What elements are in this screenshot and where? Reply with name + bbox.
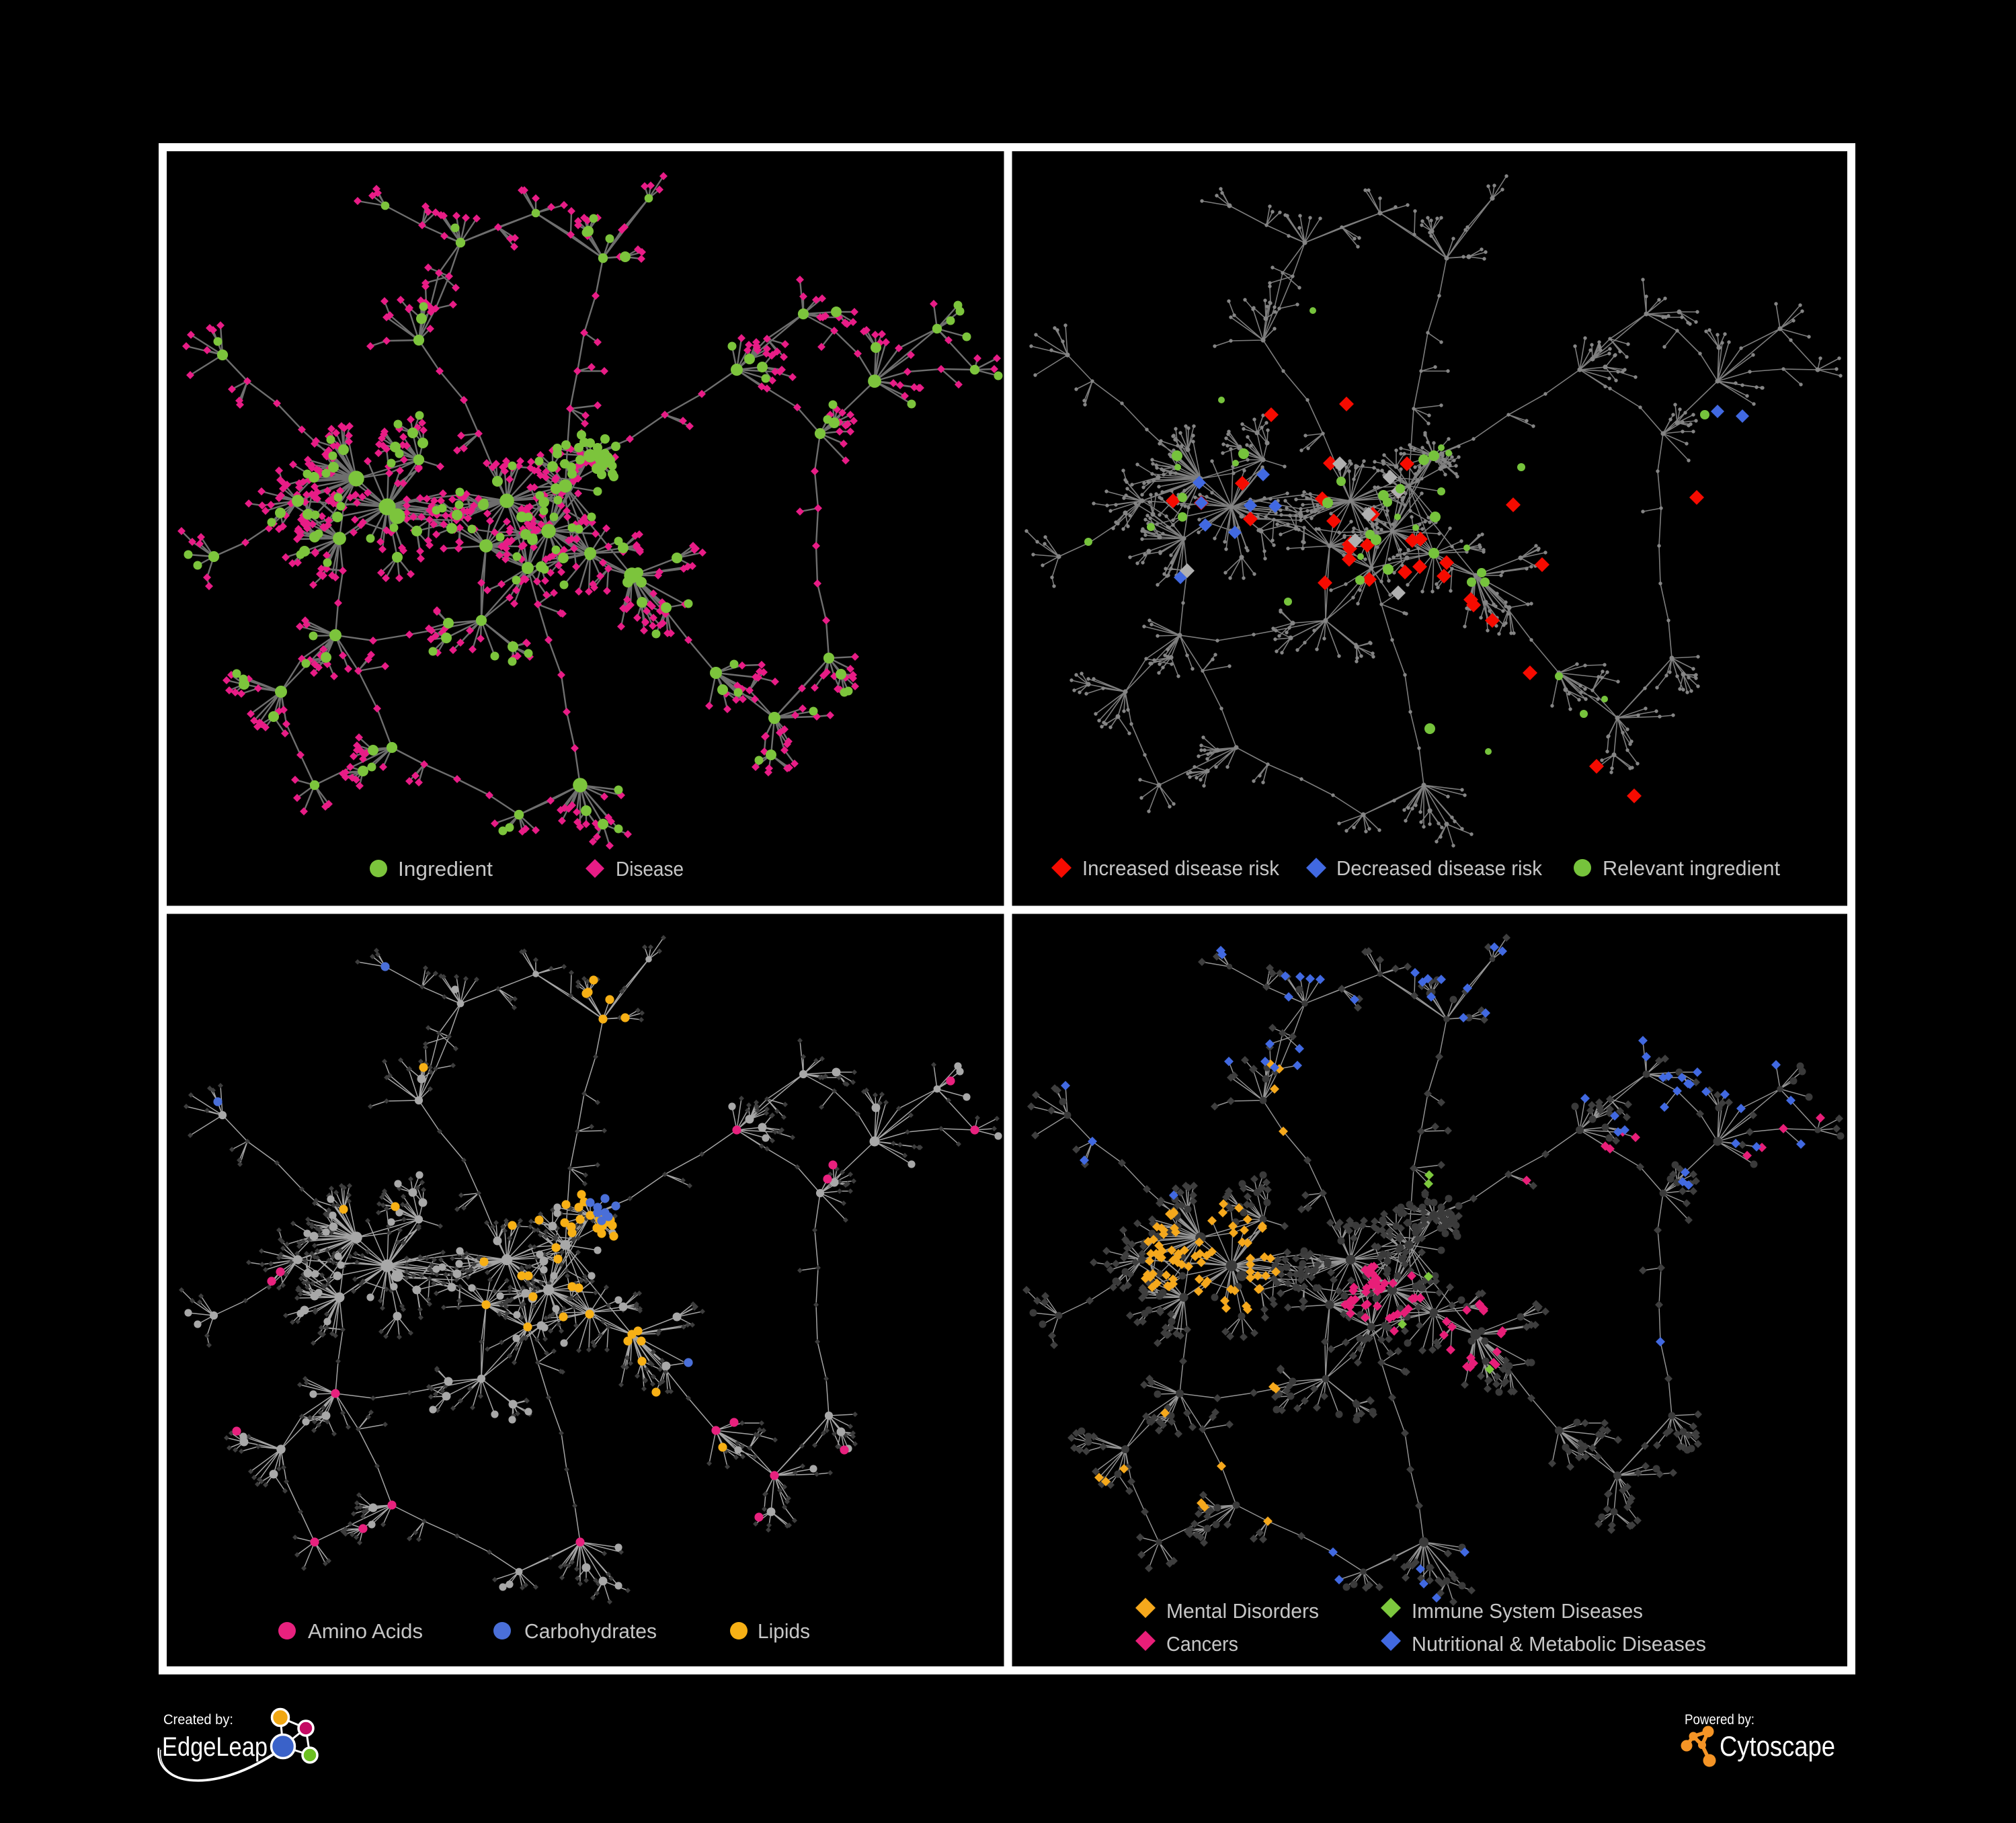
- svg-text:Decreased disease risk: Decreased disease risk: [1336, 856, 1542, 880]
- svg-text:Immune System Diseases: Immune System Diseases: [1412, 1599, 1643, 1623]
- svg-text:Carbohydrates: Carbohydrates: [524, 1619, 657, 1643]
- svg-text:Nutritional & Metabolic Diseas: Nutritional & Metabolic Diseases: [1412, 1632, 1706, 1656]
- svg-text:Lipids: Lipids: [758, 1619, 810, 1643]
- svg-text:Mental Disorders: Mental Disorders: [1166, 1599, 1319, 1623]
- svg-text:Cytoscape: Cytoscape: [1720, 1730, 1835, 1762]
- svg-text:EdgeLeap: EdgeLeap: [162, 1732, 268, 1762]
- svg-text:Relevant ingredient: Relevant ingredient: [1603, 856, 1780, 880]
- svg-text:Created by:: Created by:: [163, 1712, 233, 1728]
- svg-text:Disease: Disease: [616, 857, 684, 881]
- svg-text:Powered by:: Powered by:: [1685, 1712, 1755, 1728]
- svg-text:Cancers: Cancers: [1166, 1632, 1238, 1656]
- svg-text:Ingredient: Ingredient: [398, 857, 493, 881]
- svg-text:Amino Acids: Amino Acids: [308, 1619, 423, 1643]
- svg-text:Increased disease risk: Increased disease risk: [1082, 856, 1279, 880]
